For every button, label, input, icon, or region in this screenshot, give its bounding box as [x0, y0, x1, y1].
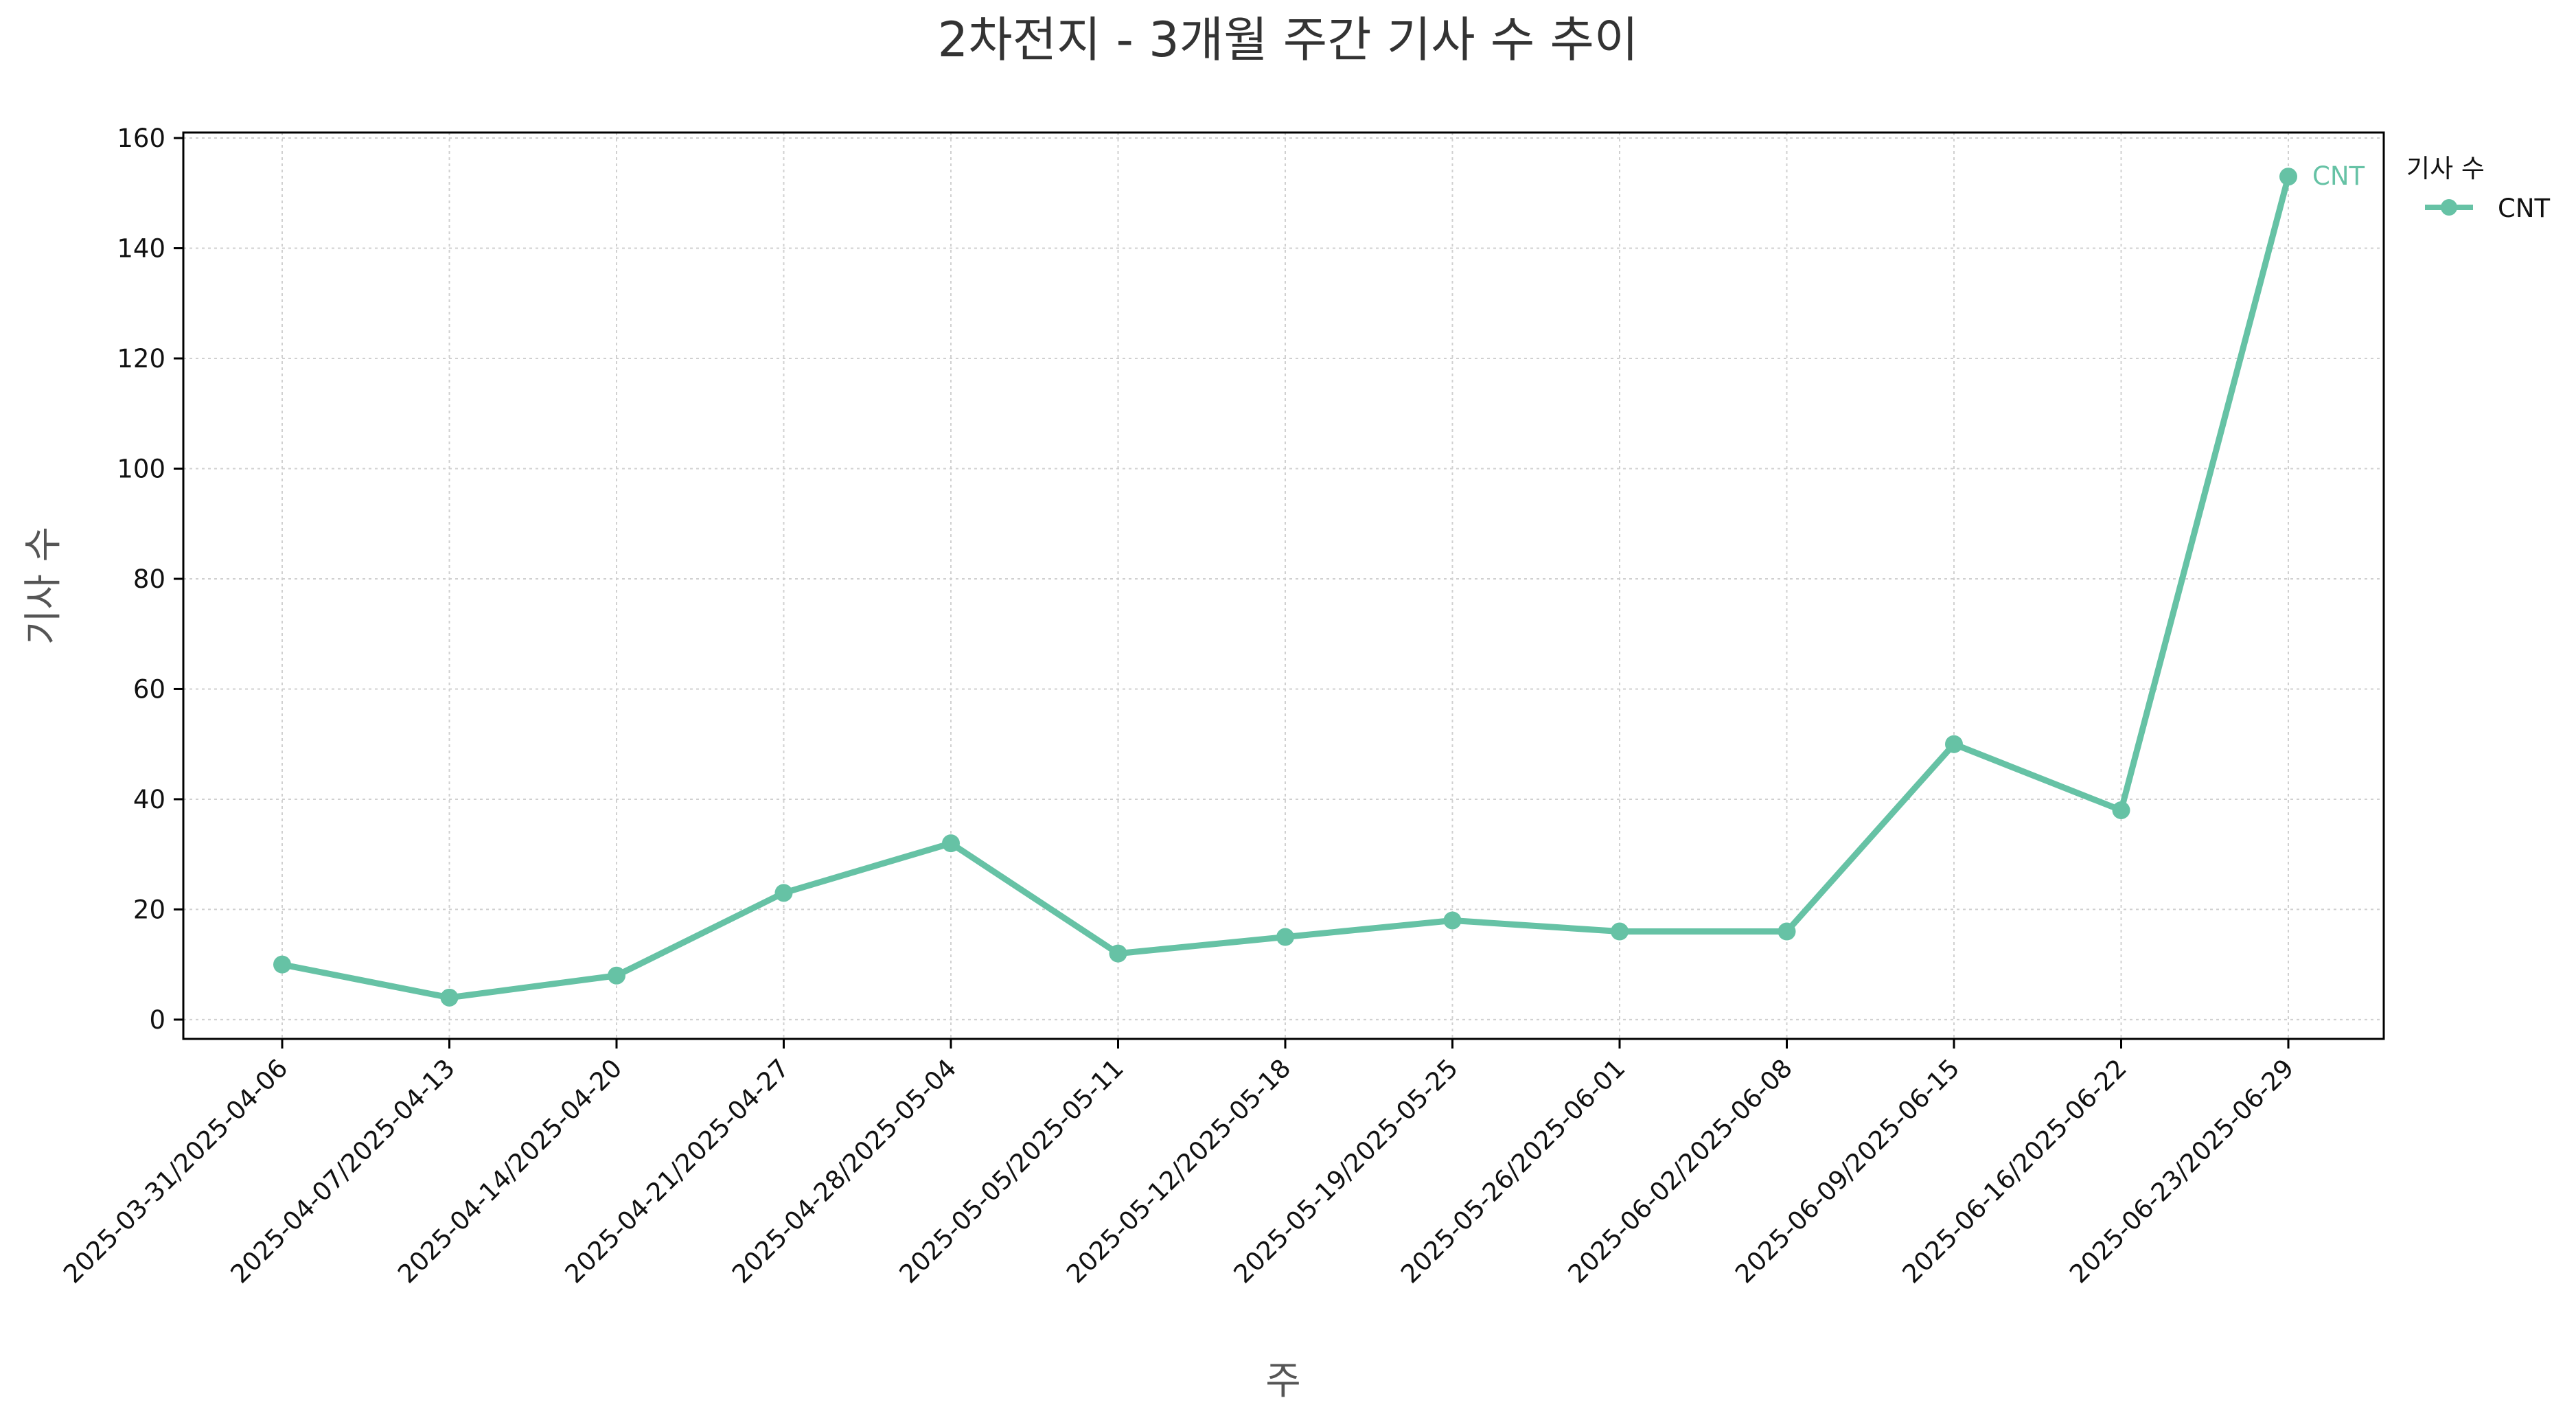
- data-point: [1778, 922, 1796, 941]
- grid: [183, 133, 2384, 1039]
- data-point: [774, 884, 793, 902]
- data-point: [2279, 168, 2297, 186]
- data-point: [273, 955, 291, 974]
- data-point: [1276, 928, 1294, 946]
- y-tick-label: 60: [133, 674, 165, 704]
- data-point: [1443, 911, 1462, 930]
- y-axis: 0 20 40 60 80 100 120 140 160: [117, 124, 183, 1035]
- y-tick-label: 80: [133, 564, 165, 594]
- data-point: [942, 834, 960, 853]
- legend-title: 기사 수: [2406, 154, 2485, 183]
- legend-marker-swatch: [2441, 199, 2457, 216]
- data-point: [608, 966, 625, 985]
- data-point: [2112, 801, 2130, 819]
- data-point: [1611, 922, 1629, 941]
- y-tick-label: 100: [117, 454, 165, 483]
- y-axis-title: 기사 수: [21, 527, 66, 645]
- x-axis-title: 주: [1265, 1359, 1301, 1404]
- data-point: [1109, 944, 1127, 963]
- plot-frame: [182, 131, 2385, 1040]
- x-axis: 2025-03-31/2025-04-062025-04-07/2025-04-…: [58, 1039, 2299, 1289]
- data-point: [440, 988, 459, 1007]
- chart-title: 2차전지 - 3개월 주간 기사 수 추이: [938, 12, 1639, 68]
- data-point: [1945, 735, 1963, 753]
- series-end-label: CNT: [2312, 161, 2365, 191]
- y-tick-label: 0: [149, 1005, 165, 1035]
- y-tick-label: 20: [133, 895, 165, 924]
- y-tick-label: 40: [133, 785, 165, 814]
- legend-entry-label: CNT: [2498, 194, 2551, 223]
- series-layer: CNT: [273, 161, 2365, 1007]
- legend: 기사 수 CNT: [2406, 154, 2550, 223]
- y-tick-label: 120: [117, 344, 165, 374]
- y-tick-label: 140: [117, 234, 165, 264]
- y-tick-label: 160: [117, 124, 165, 153]
